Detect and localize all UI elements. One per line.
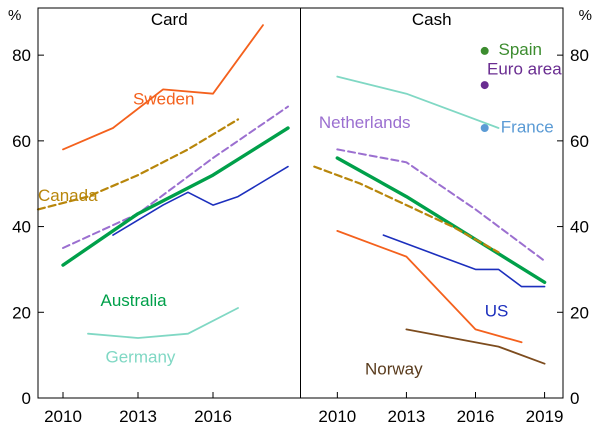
x-tick-label: 2013 <box>119 407 157 426</box>
panel-title-card: Card <box>151 10 188 29</box>
series-cash-canada <box>313 165 500 254</box>
y-tick-label-left: 0 <box>22 389 31 408</box>
series-cash-netherlands <box>336 148 546 262</box>
dot-spain <box>480 46 489 55</box>
x-tick-label: 2019 <box>526 407 564 426</box>
dot-euro-area <box>480 81 489 90</box>
unit-label-right: % <box>579 7 592 24</box>
label-card-germany: Germany <box>106 347 176 366</box>
label-cash-netherlands: Netherlands <box>319 113 411 132</box>
label-cash-euro-area: Euro area <box>487 59 562 78</box>
x-tick-label: 2016 <box>194 407 232 426</box>
panel-title-cash: Cash <box>412 10 452 29</box>
series-card-canada <box>36 118 240 211</box>
series-cash-us <box>382 234 546 288</box>
x-tick-label: 2010 <box>318 407 356 426</box>
series-card-us <box>112 165 289 236</box>
series-card-netherlands <box>62 105 289 249</box>
series-card-australia <box>61 126 290 267</box>
label-cash-spain: Spain <box>499 40 542 59</box>
series-cash-sweden <box>336 229 523 344</box>
y-tick-label-left: 80 <box>12 46 31 65</box>
series-cash-australia <box>335 156 547 284</box>
label-card-sweden: Sweden <box>133 89 194 108</box>
x-tick-label: 2013 <box>388 407 426 426</box>
label-card-australia: Australia <box>101 291 168 310</box>
label-cash-us: US <box>485 302 509 321</box>
y-tick-label-left: 60 <box>12 132 31 151</box>
y-tick-label-right: 0 <box>570 389 579 408</box>
series-card-germany <box>87 307 239 339</box>
y-tick-label-right: 20 <box>570 303 589 322</box>
unit-label-left: % <box>8 7 21 24</box>
label-cash-norway: Norway <box>365 359 423 378</box>
y-tick-label-left: 20 <box>12 303 31 322</box>
x-tick-label: 2010 <box>44 407 82 426</box>
series-cash-germany <box>336 75 500 129</box>
dot-france <box>480 124 489 132</box>
y-tick-label-left: 40 <box>12 218 31 237</box>
y-tick-label-right: 80 <box>570 46 589 65</box>
x-tick-label: 2016 <box>457 407 495 426</box>
label-cash-france: France <box>501 117 554 136</box>
label-card-canada: Canada <box>38 186 98 205</box>
series-card-sweden <box>62 24 264 151</box>
y-tick-label-right: 60 <box>570 132 589 151</box>
series-cash-norway <box>405 328 546 365</box>
y-tick-label-right: 40 <box>570 218 589 237</box>
